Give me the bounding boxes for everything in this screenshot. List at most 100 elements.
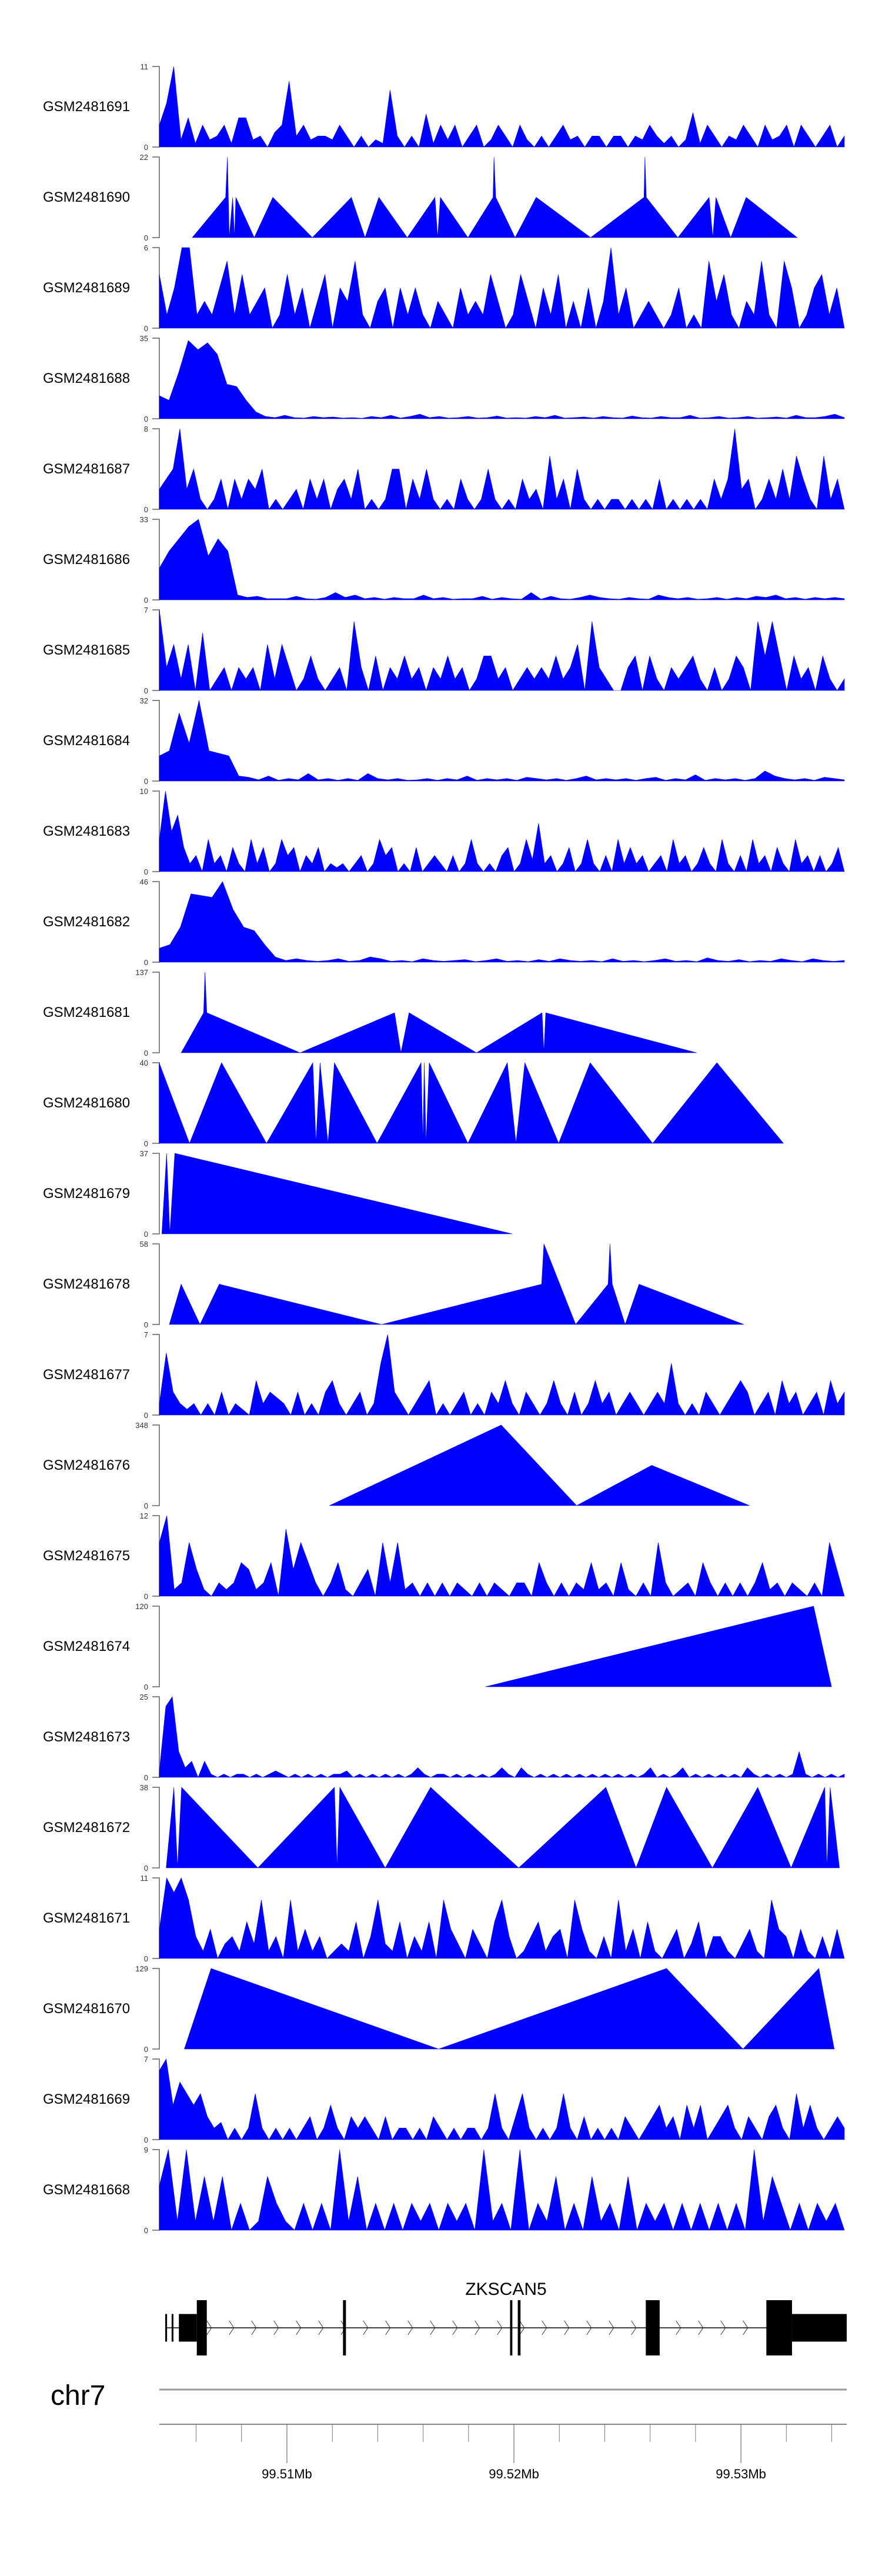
track-plot bbox=[152, 519, 845, 600]
tick-label: 99.52Mb bbox=[489, 2467, 539, 2481]
y-axis-zero-label: 0 bbox=[143, 233, 148, 242]
sample-label: GSM2481677 bbox=[43, 1366, 131, 1383]
y-axis-zero-label: 0 bbox=[143, 324, 148, 333]
y-axis-max-label: 10 bbox=[139, 787, 148, 796]
y-axis-line bbox=[152, 1696, 160, 1778]
data-track: GSM2481681 137 0 bbox=[0, 967, 882, 1058]
coverage-area bbox=[159, 340, 845, 419]
y-axis-zero-label: 0 bbox=[143, 1864, 148, 1873]
y-axis-max-label: 32 bbox=[139, 696, 148, 705]
coverage-area bbox=[159, 247, 845, 329]
exon-cds bbox=[646, 2300, 660, 2355]
data-track: GSM2481690 22 0 bbox=[0, 152, 882, 243]
y-axis-zero-label: 0 bbox=[143, 958, 148, 967]
y-axis-line bbox=[152, 1968, 160, 2050]
y-axis-zero-label: 0 bbox=[143, 1139, 148, 1148]
exon-cds bbox=[196, 2300, 207, 2355]
sample-label: GSM2481668 bbox=[43, 2181, 131, 2198]
y-axis-line bbox=[152, 1424, 160, 1506]
coverage-area bbox=[184, 1968, 835, 2050]
track-plot bbox=[152, 66, 845, 148]
y-axis-max-label: 33 bbox=[139, 515, 148, 524]
gene-name-label: ZKSCAN5 bbox=[465, 2280, 547, 2299]
y-axis-zero-label: 0 bbox=[143, 596, 148, 605]
coverage-area bbox=[329, 1424, 750, 1506]
y-axis-max-label: 22 bbox=[139, 153, 148, 162]
track-plot bbox=[152, 338, 845, 419]
y-axis-line bbox=[152, 1153, 160, 1234]
y-axis-max-label: 120 bbox=[135, 1602, 148, 1611]
track-plot bbox=[152, 1515, 845, 1597]
track-plot bbox=[152, 2058, 845, 2140]
y-axis-max-label: 8 bbox=[143, 425, 148, 433]
y-axis-zero-label: 0 bbox=[143, 1320, 148, 1329]
sample-label: GSM2481687 bbox=[43, 461, 131, 477]
track-plot bbox=[152, 609, 845, 692]
y-axis-max-label: 40 bbox=[139, 1059, 148, 1067]
y-axis-line bbox=[152, 1606, 160, 1687]
data-track: GSM2481687 8 0 bbox=[0, 424, 882, 515]
data-track: GSM2481671 11 0 bbox=[0, 1873, 882, 1964]
strand-arrow-icon bbox=[698, 2320, 704, 2335]
y-axis-zero-label: 0 bbox=[143, 777, 148, 786]
y-axis-zero-label: 0 bbox=[143, 505, 148, 514]
exon-cds bbox=[766, 2300, 792, 2355]
y-axis-zero-label: 0 bbox=[143, 1592, 148, 1601]
coverage-area bbox=[485, 1606, 832, 1687]
y-axis-max-label: 11 bbox=[140, 1874, 149, 1883]
strand-arrow-icon bbox=[475, 2320, 480, 2335]
exon-cds bbox=[343, 2300, 346, 2355]
strand-arrow-icon bbox=[452, 2320, 458, 2335]
y-axis-max-label: 137 bbox=[135, 968, 148, 977]
track-plot bbox=[152, 1153, 513, 1234]
y-axis-line bbox=[152, 881, 160, 963]
y-axis-max-label: 129 bbox=[135, 1964, 148, 1973]
y-axis-max-label: 37 bbox=[139, 1149, 148, 1158]
y-axis-zero-label: 0 bbox=[143, 2226, 148, 2235]
strand-arrow-icon bbox=[676, 2320, 681, 2335]
y-axis-zero-label: 0 bbox=[143, 2045, 148, 2054]
exon-cds bbox=[517, 2300, 521, 2355]
coverage-area bbox=[159, 1334, 845, 1416]
y-axis-line bbox=[152, 1787, 160, 1868]
coverage-area bbox=[159, 790, 845, 873]
y-axis-line bbox=[152, 1243, 160, 1325]
strand-arrow-icon bbox=[407, 2320, 413, 2335]
track-plot bbox=[152, 881, 845, 963]
y-axis-max-label: 7 bbox=[143, 2055, 148, 2064]
coverage-area bbox=[159, 428, 845, 510]
y-axis-max-label: 46 bbox=[139, 877, 148, 886]
track-plot bbox=[152, 1606, 832, 1687]
coverage-area bbox=[159, 609, 845, 692]
strand-arrow-icon bbox=[519, 2320, 525, 2335]
sample-label: GSM2481673 bbox=[43, 1729, 131, 1745]
data-track: GSM2481678 58 0 bbox=[0, 1239, 882, 1330]
coverage-area bbox=[159, 1062, 784, 1144]
strand-arrow-icon bbox=[430, 2320, 436, 2335]
sample-label: GSM2481688 bbox=[43, 370, 131, 386]
data-track: GSM2481684 32 0 bbox=[0, 696, 882, 786]
sample-label: GSM2481684 bbox=[43, 732, 131, 749]
data-track: GSM2481689 6 0 bbox=[0, 243, 882, 333]
y-axis-max-label: 35 bbox=[139, 334, 148, 343]
y-axis-max-label: 7 bbox=[143, 606, 148, 615]
coverage-area bbox=[169, 1243, 744, 1325]
data-track: GSM2481674 120 0 bbox=[0, 1601, 882, 1692]
strand-arrow-icon bbox=[363, 2320, 369, 2335]
strand-arrow-icon bbox=[743, 2320, 749, 2335]
y-axis-zero-label: 0 bbox=[143, 1773, 148, 1782]
data-track: GSM2481677 7 0 bbox=[0, 1330, 882, 1420]
coverage-area bbox=[159, 519, 845, 600]
track-plot bbox=[152, 1968, 835, 2050]
sample-label: GSM2481690 bbox=[43, 189, 131, 205]
strand-arrow-icon bbox=[318, 2320, 324, 2335]
y-axis-line bbox=[152, 700, 160, 782]
y-axis-zero-label: 0 bbox=[143, 686, 148, 695]
sample-label: GSM2481674 bbox=[43, 1638, 131, 1654]
exon-cds bbox=[510, 2300, 513, 2355]
strand-arrow-icon bbox=[206, 2320, 212, 2335]
y-axis-zero-label: 0 bbox=[143, 143, 148, 152]
data-track: GSM2481683 10 0 bbox=[0, 786, 882, 877]
strand-arrow-icon bbox=[564, 2320, 570, 2335]
